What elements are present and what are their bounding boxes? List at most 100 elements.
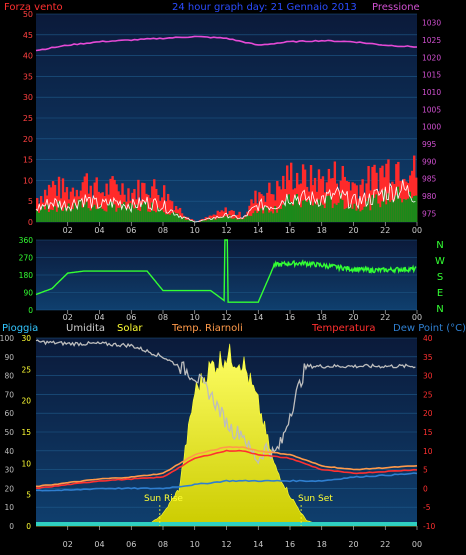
wind-avg-bar <box>83 204 87 222</box>
wind-gust-bar <box>327 168 331 222</box>
wind-avg-bar <box>395 195 398 222</box>
wind-avg-bar <box>313 202 317 222</box>
x-axis-tick: 14 <box>253 540 263 549</box>
pressure-axis-tick: 1030 <box>422 19 441 28</box>
wind-avg-bar <box>117 207 120 222</box>
humidity-line <box>35 339 416 465</box>
wind-avg-bar <box>228 215 231 222</box>
wind-avg-bar <box>383 190 386 222</box>
wind-avg-bar <box>105 211 108 222</box>
x-axis-tick: 16 <box>285 540 295 549</box>
wind-gust-bar <box>149 197 152 222</box>
wind-gust-bar <box>101 192 104 222</box>
humidity-axis-tick: 30 <box>4 466 14 475</box>
wind-gust-bar <box>170 201 174 222</box>
wind-avg-bar <box>49 209 53 222</box>
temperature-axis-tick: 20 <box>423 409 433 418</box>
solar-axis-tick: 15 <box>21 428 31 437</box>
wind-gust-bar <box>161 197 164 222</box>
wind-gust-bar <box>411 170 414 222</box>
wind-gust-bar <box>299 183 303 222</box>
wind-avg-bar <box>293 197 297 222</box>
wind-avg-bar <box>268 212 271 222</box>
wind-gust-bar <box>266 192 269 222</box>
wind-gust-bar <box>51 181 55 222</box>
x-axis-tick: 00 <box>412 226 422 235</box>
wind-gust-bar <box>258 192 261 222</box>
wind-avg-bar <box>299 207 303 222</box>
humidity-axis-tick: 20 <box>4 484 14 493</box>
x-axis-tick: 14 <box>253 313 263 322</box>
wind-avg-bar <box>357 205 360 222</box>
wind-avg-bar <box>409 191 412 222</box>
humidity-axis-tick: 50 <box>4 428 14 437</box>
wind-gust-bar <box>186 217 190 222</box>
wind-avg-bar <box>210 218 214 222</box>
x-axis-tick: 06 <box>126 540 136 549</box>
wind-gust-bar <box>178 207 182 222</box>
wind-avg-bar <box>234 217 237 222</box>
temperature-axis-tick: -10 <box>423 522 435 531</box>
wind-avg-bar <box>347 206 350 222</box>
direction-label-n-bottom: N <box>436 304 443 315</box>
x-axis-tick: 02 <box>63 540 73 549</box>
wind-gust-bar <box>321 176 325 222</box>
x-axis-tick: 22 <box>380 313 390 322</box>
wind-avg-bar <box>109 201 112 222</box>
x-axis-tick: 12 <box>221 313 231 322</box>
riarnoli-line <box>35 445 418 488</box>
wind-gust-bar <box>216 210 219 222</box>
wind-avg-bar <box>123 201 126 222</box>
wind-gust-bar <box>49 187 53 222</box>
wind-avg-bar <box>159 209 162 222</box>
wind-avg-bar <box>147 211 150 222</box>
x-axis-tick: 02 <box>63 226 73 235</box>
solar-axis-tick: 5 <box>26 491 31 500</box>
wind-gust-bar <box>180 213 184 222</box>
wind-avg-bar <box>212 218 215 222</box>
x-axis-tick: 08 <box>158 313 168 322</box>
wind-avg-bar <box>365 201 368 222</box>
x-axis-tick: 22 <box>380 226 390 235</box>
wind-gust-bar <box>278 186 281 222</box>
x-axis-tick: 18 <box>317 540 327 549</box>
x-axis-tick: 12 <box>221 540 231 549</box>
wind-avg-bar <box>125 209 128 222</box>
wind-avg-bar <box>260 208 263 222</box>
pressure-axis-tick: 975 <box>422 209 437 218</box>
wind-avg-bar <box>71 209 75 222</box>
wind-avg-bar <box>321 204 325 222</box>
wind-avg-bar <box>272 213 275 222</box>
wind-gust-bar <box>353 183 356 222</box>
wind-gust-bar <box>147 194 150 222</box>
wind-avg-bar <box>397 186 400 222</box>
wind-avg-bar <box>168 214 172 222</box>
wind-gust-bar <box>232 210 235 222</box>
x-axis-tick: 20 <box>348 226 358 235</box>
x-axis-tick: 18 <box>317 226 327 235</box>
wind-avg-bar <box>309 201 313 222</box>
wind-axis-tick: 5 <box>28 197 33 206</box>
wind-gust-bar <box>286 165 289 222</box>
chart-title: 24 hour graph day: 21 Gennaio 2013 <box>172 2 357 13</box>
wind-avg-bar <box>188 219 192 222</box>
wind-avg-bar <box>137 210 140 222</box>
wind-axis-tick: 25 <box>23 114 33 123</box>
wind-avg-bar <box>391 200 394 222</box>
wind-avg-bar <box>284 201 287 222</box>
legend-umidita: Umidita <box>66 323 105 334</box>
wind-gust-bar <box>166 193 170 222</box>
wind-gust-bar <box>309 164 313 222</box>
wind-axis-tick: 20 <box>23 135 33 144</box>
temperature-axis-tick: 5 <box>423 466 428 475</box>
wind-avg-bar <box>151 202 154 222</box>
wind-avg-bar <box>182 216 186 222</box>
x-axis-tick: 04 <box>94 540 104 549</box>
wind-avg-bar <box>244 217 247 222</box>
wind-gust-bar <box>75 189 79 222</box>
wind-avg-bar <box>262 213 265 222</box>
humidity-axis-tick: 70 <box>4 390 14 399</box>
wind-avg-bar <box>363 206 366 222</box>
wind-gust-bar <box>238 211 241 222</box>
